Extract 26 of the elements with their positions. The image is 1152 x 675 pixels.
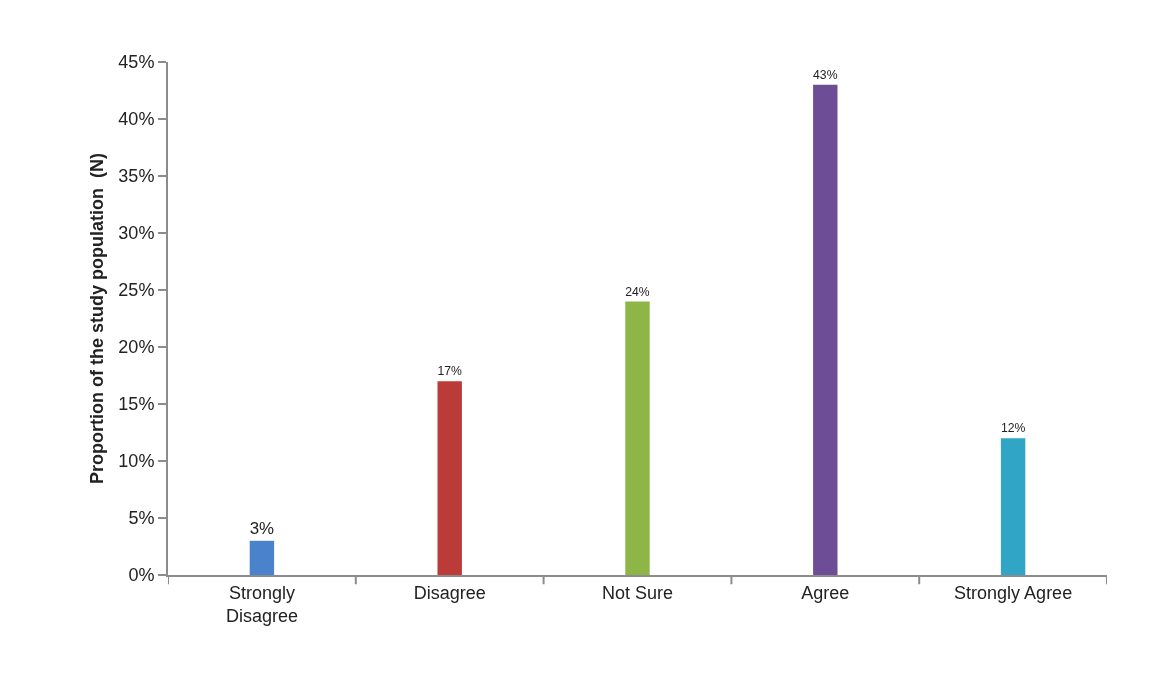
x-tick-label: Not Sure	[601, 582, 674, 603]
x-tick-label: Agree	[801, 582, 850, 603]
y-tick-label: 25%	[118, 280, 155, 301]
y-tick-label: 10%	[118, 451, 155, 472]
y-tick-label: 20%	[118, 337, 155, 358]
x-tick-label: Strongly Agree	[954, 582, 1073, 603]
y-tick-label: 45%	[118, 52, 155, 73]
y-tick-label: 35%	[118, 166, 155, 187]
y-tick-label: 0%	[128, 565, 155, 586]
data-label: 24%	[625, 284, 650, 299]
bar	[1000, 438, 1026, 575]
x-tick-label: Strongly Disagree	[225, 582, 298, 626]
bar	[813, 84, 838, 575]
y-tick-label: 30%	[118, 223, 155, 244]
bar	[625, 301, 650, 575]
y-tick-label: 40%	[118, 109, 155, 130]
data-label: 3%	[249, 519, 275, 539]
y-tick-label: 15%	[118, 394, 155, 415]
bar	[437, 381, 462, 575]
data-label: 17%	[437, 364, 463, 379]
bar	[249, 540, 275, 575]
data-label: 43%	[813, 68, 838, 83]
x-tick-label: Disagree	[413, 582, 486, 603]
y-tick-label: 5%	[128, 508, 155, 529]
y-axis-title: Proportion of the study population (N)	[87, 153, 108, 484]
data-label: 12%	[1000, 421, 1026, 436]
